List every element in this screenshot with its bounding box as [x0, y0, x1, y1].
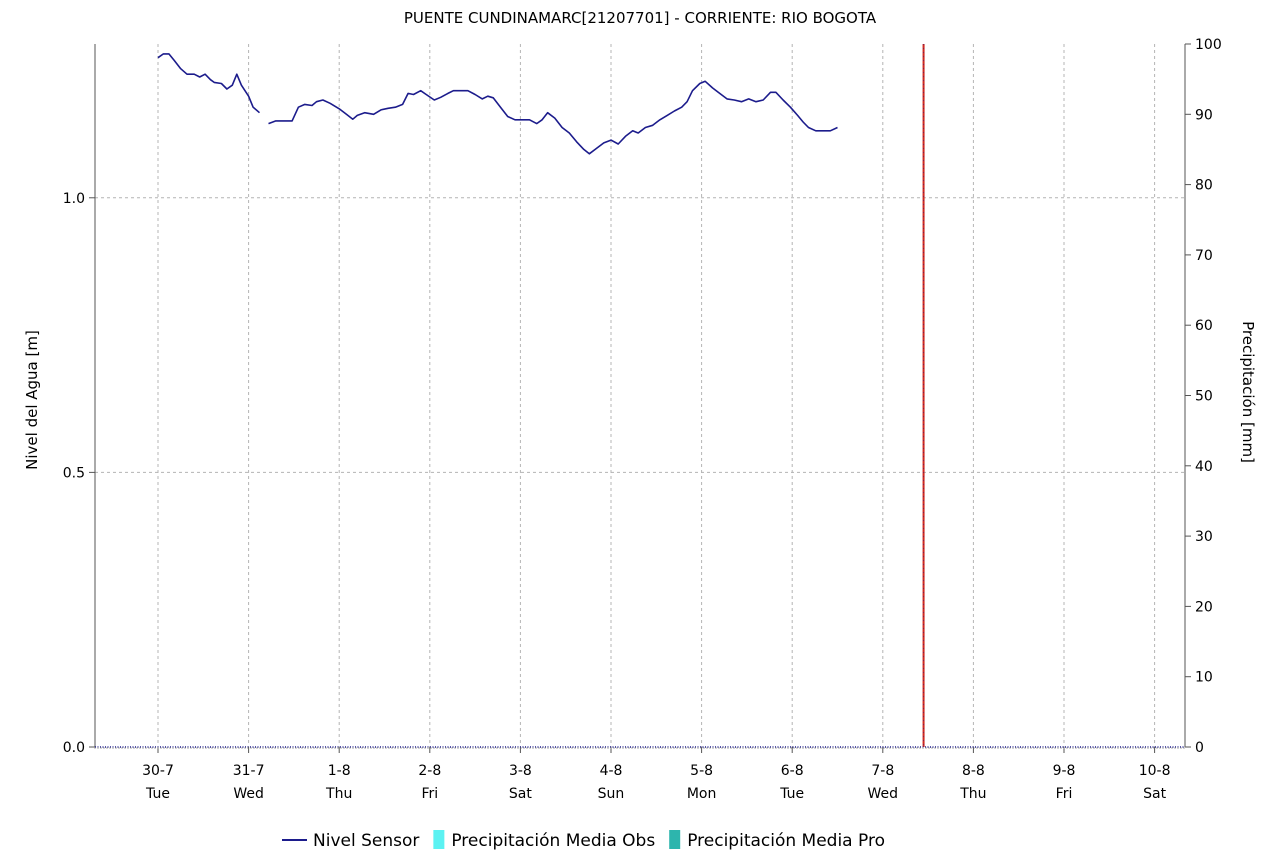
series-line-nivel-sensor	[157, 53, 261, 114]
x-tick-label-day: Thu	[959, 786, 986, 802]
y-axis-title: Nivel del Agua [m]	[23, 330, 41, 470]
y2-tick-label: 10	[1195, 670, 1213, 686]
x-tick-label-date: 10-8	[1139, 763, 1171, 779]
x-tick-label-date: 31-7	[233, 763, 265, 779]
legend-label: Nivel Sensor	[313, 831, 419, 851]
x-tick-label-date: 7-8	[871, 763, 894, 779]
x-tick-label-day: Sat	[1143, 786, 1166, 802]
legend-swatch-bar	[669, 830, 681, 849]
x-tick-label-day: Wed	[868, 786, 899, 802]
y2-tick-label: 60	[1195, 318, 1213, 334]
x-tick-label-day: Tue	[145, 786, 170, 802]
y2-tick-label: 20	[1195, 599, 1213, 615]
x-tick-label-day: Sun	[598, 786, 625, 802]
y-tick-label: 0.0	[63, 740, 85, 756]
legend-label: Precipitación Media Obs	[451, 831, 655, 851]
y-tick-label: 1.0	[63, 191, 85, 207]
legend: Nivel Sensor Precipitación Media Obs Preci…	[282, 830, 885, 851]
y2-tick-label: 30	[1195, 529, 1213, 545]
y2-tick-label: 70	[1195, 248, 1213, 264]
x-tick-label-date: 1-8	[328, 763, 351, 779]
x-tick-label-date: 8-8	[962, 763, 985, 779]
legend-label: Precipitación Media Pro	[687, 831, 885, 851]
x-tick-label-day: Fri	[1056, 786, 1073, 802]
axes: 30-7 Tue 31-7 Wed 1-8 Thu 2-8 Fri 3-8 Sat 4-8 Sun 5-…	[63, 37, 1222, 802]
x-tick-label-date: 9-8	[1053, 763, 1076, 779]
legend-swatch-bar	[433, 830, 445, 849]
y2-tick-label: 90	[1195, 107, 1213, 123]
x-tick-label-day: Wed	[233, 786, 264, 802]
x-tick-label-day: Sat	[509, 786, 532, 802]
x-tick-label-day: Mon	[687, 786, 717, 802]
y2-axis-title: Precipitación [mm]	[1239, 321, 1257, 463]
series-layer	[157, 44, 925, 747]
x-tick-label-date: 3-8	[509, 763, 532, 779]
x-tick-label-date: 30-7	[142, 763, 174, 779]
x-tick-label-date: 6-8	[781, 763, 804, 779]
x-tick-label-date: 2-8	[418, 763, 441, 779]
x-tick-label-date: 4-8	[600, 763, 623, 779]
x-tick-label-day: Tue	[779, 786, 804, 802]
y2-tick-label: 100	[1195, 37, 1222, 53]
x-tick-label-day: Thu	[325, 786, 352, 802]
y2-tick-label: 0	[1195, 740, 1204, 756]
y-tick-label: 0.5	[63, 465, 85, 481]
chart-title: PUENTE CUNDINAMARC[21207701] - CORRIENTE…	[404, 9, 877, 27]
grid	[95, 44, 1185, 747]
y2-tick-label: 50	[1195, 389, 1213, 405]
y2-tick-label: 80	[1195, 178, 1213, 194]
y2-tick-label: 40	[1195, 459, 1213, 475]
series-line-nivel-sensor	[268, 80, 838, 155]
x-tick-label-day: Fri	[421, 786, 438, 802]
x-tick-label-date: 5-8	[690, 763, 713, 779]
